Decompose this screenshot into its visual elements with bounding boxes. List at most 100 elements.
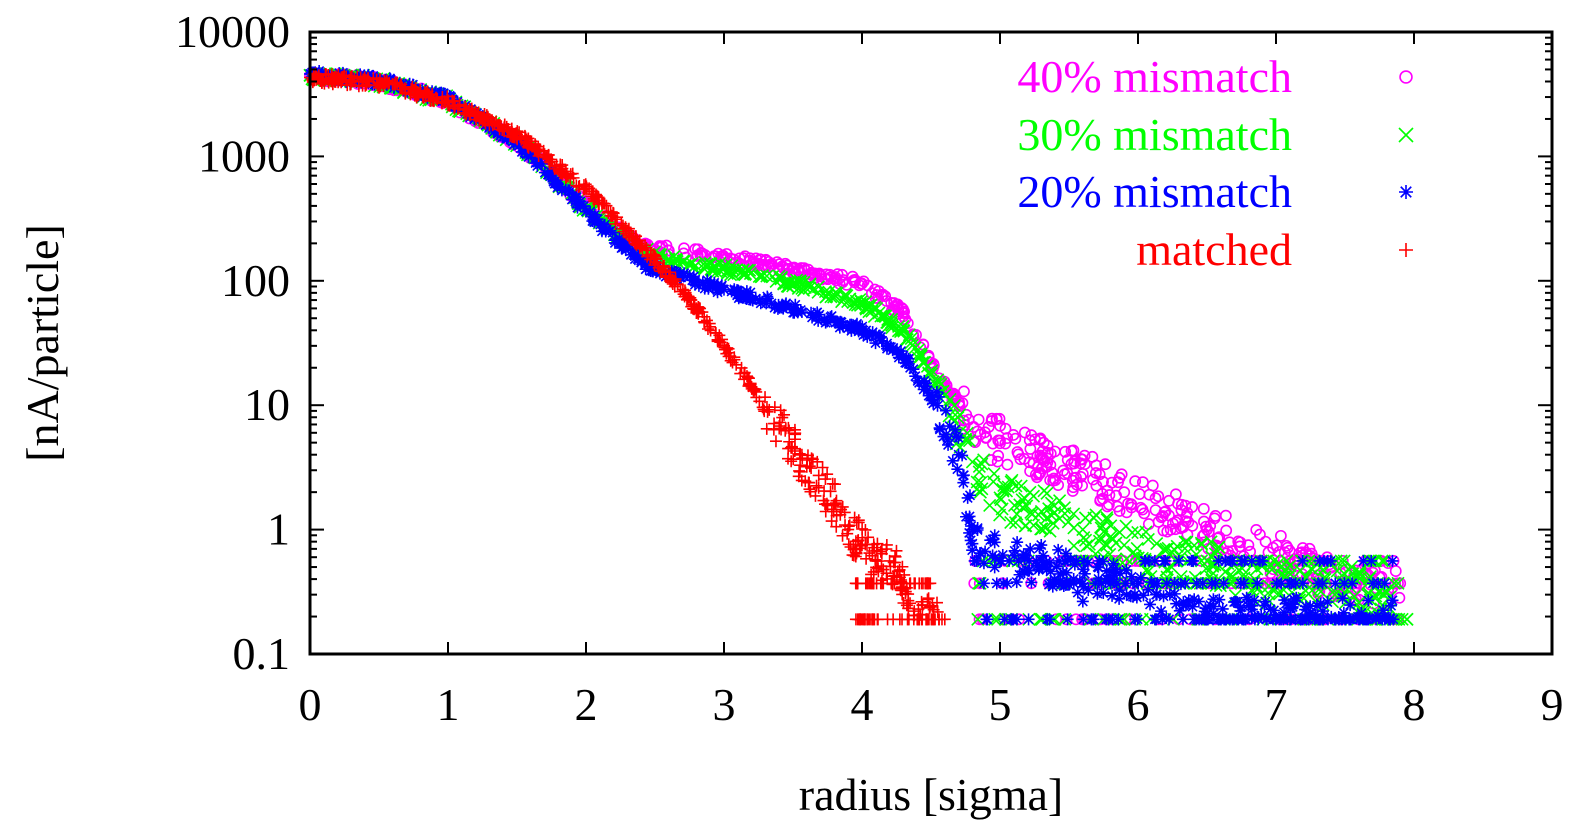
data-point <box>971 425 984 438</box>
data-point <box>1096 488 1109 500</box>
data-point <box>1199 613 1212 626</box>
data-point <box>1044 565 1057 578</box>
data-point <box>804 485 817 498</box>
data-point <box>787 453 800 466</box>
data-point <box>1209 510 1222 522</box>
data-point <box>1170 597 1183 610</box>
data-point <box>546 155 559 168</box>
data-point <box>1141 532 1155 547</box>
data-point <box>986 412 998 425</box>
data-point <box>845 324 858 337</box>
data-point <box>1025 429 1038 442</box>
data-point <box>529 157 542 170</box>
data-point <box>1174 578 1187 591</box>
data-point <box>1145 576 1158 589</box>
data-point <box>617 225 630 238</box>
data-point <box>1067 444 1080 457</box>
data-point <box>1351 610 1364 623</box>
data-point <box>481 114 494 127</box>
x-tick-label: 6 <box>1127 679 1150 730</box>
data-point <box>639 263 652 276</box>
data-point <box>1267 554 1281 568</box>
data-point <box>1163 613 1175 626</box>
data-point <box>1375 554 1389 568</box>
data-point <box>1101 500 1114 513</box>
data-point <box>1099 537 1113 551</box>
data-point <box>821 468 834 481</box>
data-point <box>841 294 855 309</box>
data-point <box>971 523 984 536</box>
data-point <box>505 126 518 139</box>
x-tick-label: 2 <box>575 679 598 730</box>
data-point <box>927 393 940 406</box>
data-point <box>1074 470 1087 483</box>
y-axis-label: [nA/particle] <box>17 224 68 462</box>
data-point <box>965 455 979 469</box>
data-point <box>997 478 1011 493</box>
data-point <box>1226 613 1239 626</box>
data-point <box>1251 577 1264 590</box>
data-point <box>862 531 875 544</box>
data-point <box>1168 576 1181 589</box>
data-point <box>371 79 384 92</box>
data-point <box>1008 516 1023 530</box>
data-point <box>1372 577 1385 590</box>
data-point <box>1136 503 1149 516</box>
data-point <box>939 404 952 417</box>
data-point <box>789 427 802 440</box>
data-point <box>869 553 882 566</box>
data-point <box>1217 577 1230 590</box>
data-point <box>1085 613 1098 626</box>
data-point <box>833 321 846 334</box>
data-point <box>956 449 969 462</box>
data-point <box>1207 600 1220 613</box>
data-point <box>522 137 535 150</box>
data-point <box>1259 595 1272 608</box>
data-point <box>664 274 677 287</box>
data-point <box>559 183 572 196</box>
data-point <box>1177 521 1190 534</box>
data-point <box>1113 505 1126 517</box>
data-point <box>788 303 801 316</box>
data-point <box>870 544 883 557</box>
data-point <box>836 500 849 513</box>
data-point <box>577 179 590 192</box>
data-point <box>1352 566 1367 580</box>
data-point <box>1113 471 1126 484</box>
data-point <box>596 221 609 234</box>
data-point <box>1386 554 1399 567</box>
data-point <box>1209 543 1223 557</box>
data-point <box>914 349 928 364</box>
data-point <box>599 225 612 238</box>
data-point <box>1046 516 1060 530</box>
data-point <box>810 479 823 492</box>
data-point <box>619 222 632 235</box>
data-point <box>1281 541 1294 554</box>
data-point <box>1237 577 1250 590</box>
data-point <box>1076 595 1089 608</box>
data-point <box>1052 543 1065 556</box>
legend: 40% mismatch 30% mismatch 20% mismatch matc… <box>1017 51 1414 275</box>
data-point <box>1280 554 1294 568</box>
y-tick-label: 100 <box>221 255 290 306</box>
data-point <box>1188 613 1201 626</box>
data-point <box>1036 561 1049 574</box>
data-point <box>1232 535 1245 548</box>
data-point <box>1100 564 1113 577</box>
y-tick-label: 10 <box>244 379 290 430</box>
legend-label: matched <box>1136 224 1292 275</box>
data-point <box>1093 554 1106 567</box>
data-point <box>1071 586 1084 599</box>
data-point <box>588 216 601 229</box>
data-point <box>522 150 535 163</box>
data-point <box>1242 593 1255 606</box>
data-point <box>1022 613 1035 626</box>
data-point <box>1113 592 1126 605</box>
data-point <box>1334 554 1348 568</box>
data-point <box>753 395 766 408</box>
data-point <box>788 276 802 290</box>
data-point <box>1024 542 1037 555</box>
data-point <box>1370 613 1383 626</box>
data-point <box>1160 611 1173 624</box>
data-point <box>1066 485 1079 497</box>
